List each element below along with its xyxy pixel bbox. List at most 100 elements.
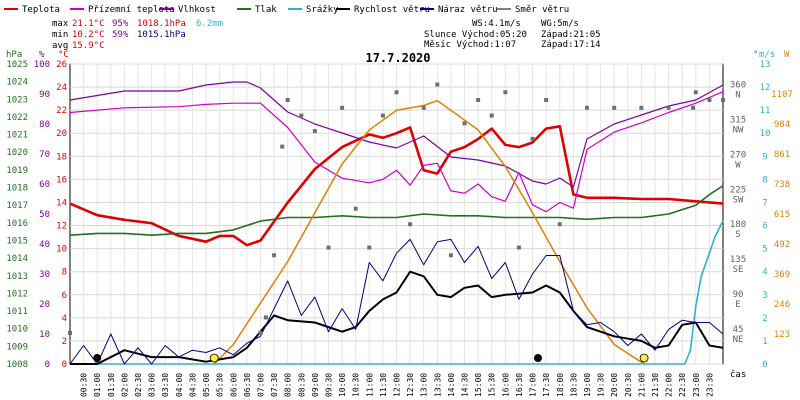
sun-rise: Slunce Východ:05:20: [424, 30, 527, 40]
tick-label-rad: 123: [774, 330, 790, 340]
tick-label-x: 23:30: [705, 373, 714, 397]
stats-block: max min avg 21.1°C 10.2°C 15.9°C 95% 59%…: [52, 19, 223, 51]
tick-label-press: 1014: [6, 254, 28, 264]
moonset-marker: [533, 354, 542, 362]
tick-label-rad: 1107: [771, 90, 793, 100]
axis-unit-pct: %: [39, 50, 45, 60]
tick-label-x: 12:00: [393, 373, 402, 397]
tick-label-ms: 4: [762, 268, 767, 278]
series-line-tlak: [69, 185, 724, 236]
tick-label-x: 21:00: [637, 373, 646, 397]
tick-label-ms: 2: [762, 314, 767, 324]
tick-label-x: 02:30: [134, 373, 143, 397]
tick-label-x: 18:30: [569, 373, 578, 397]
tick-label-temp: 20: [56, 129, 67, 139]
stat-rain-max: 6.2mm: [196, 19, 223, 29]
moon-set: Západ:17:14: [541, 40, 601, 50]
tick-label-dir: 90: [733, 290, 744, 300]
tick-label-pct: 80: [39, 120, 50, 130]
tick-label-pct: 0: [45, 360, 50, 370]
axis-unit-deg: °: [753, 50, 758, 60]
wind-dir-point: [340, 105, 345, 110]
wind-dir-point: [394, 90, 399, 95]
tick-label-x: 01:30: [107, 373, 116, 397]
tick-label-pct: 10: [39, 330, 50, 340]
tick-label-x: 04:00: [175, 373, 184, 397]
tick-label-x: 17:00: [529, 373, 538, 397]
tick-label-press: 1012: [6, 289, 28, 299]
tick-label-pct: 60: [39, 180, 50, 190]
tick-label-temp: 12: [56, 222, 67, 232]
stat-label-min: min: [52, 30, 68, 40]
tick-label-x: 03:30: [161, 373, 170, 397]
tick-label-temp: 4: [62, 314, 67, 324]
tick-label-ms: 5: [762, 245, 767, 255]
tick-label-ms: 13: [760, 60, 771, 70]
tick-label-dir: 135: [730, 255, 746, 265]
tick-label-x: 14:30: [461, 373, 470, 397]
legend-label: Náraz větru: [438, 5, 498, 15]
wind-dir-point: [476, 98, 481, 103]
tick-label-rad: 492: [774, 240, 790, 250]
tick-label-x: 08:30: [297, 373, 306, 397]
tick-label-x: 19:00: [583, 373, 592, 397]
tick-label-dir-name: SW: [733, 195, 744, 205]
tick-label-x: 17:30: [542, 373, 551, 397]
tick-label-dir-name: SE: [733, 265, 744, 275]
tick-label-pct: 70: [39, 150, 50, 160]
tick-label-ms: 12: [760, 83, 771, 93]
wind-dir-point: [408, 222, 413, 227]
wind-dir-point: [721, 98, 725, 103]
tick-label-x: 05:00: [202, 373, 211, 397]
tick-label-press: 1017: [6, 201, 28, 211]
stat-temp-min: 10.2°C: [72, 30, 105, 40]
tick-label-press: 1023: [6, 95, 28, 105]
tick-label-dir-name: W: [735, 160, 741, 170]
wind-dir-point: [367, 245, 372, 250]
tick-label-dir: 225: [730, 185, 746, 195]
wind-wg: WG:5m/s: [541, 19, 579, 29]
tick-label-x: 08:00: [284, 373, 293, 397]
x-axis-label: čas: [730, 369, 746, 380]
axis-unit-hpa: hPa: [6, 50, 22, 60]
wind-dir-point: [530, 136, 535, 141]
tick-label-x: 22:00: [665, 373, 674, 397]
tick-label-temp: 18: [56, 152, 67, 162]
axis-unit-degc: °C: [58, 50, 69, 60]
series-line-rychlost-v-tru: [70, 270, 724, 365]
tick-label-x: 21:30: [651, 373, 660, 397]
legend: Teplota Přízemní teplota Vlhkost Tlak Srážky…: [4, 5, 569, 15]
stat-hum-min: 59%: [112, 30, 129, 40]
tick-label-press: 1018: [6, 184, 28, 194]
wind-dir-point: [421, 105, 426, 110]
tick-label-x: 14:00: [447, 373, 456, 397]
tick-label-press: 1022: [6, 113, 28, 123]
tick-label-press: 1020: [6, 148, 28, 158]
tick-label-x: 05:30: [216, 373, 225, 397]
sun-set: Západ:21:05: [541, 30, 601, 40]
tick-label-x: 02:00: [120, 373, 129, 397]
wind-dir-point: [312, 129, 317, 134]
grid: [69, 63, 724, 365]
tick-label-pct: 100: [34, 60, 50, 70]
tick-label-ms: 9: [762, 152, 767, 162]
stat-label-avg: avg: [52, 41, 68, 51]
tick-label-x: 09:30: [324, 373, 333, 397]
tick-label-dir: 360: [730, 80, 746, 90]
tick-label-x: 12:30: [406, 373, 415, 397]
tick-label-pct: 20: [39, 300, 50, 310]
tick-label-ms: 10: [760, 129, 771, 139]
tick-label-rad: 984: [774, 120, 790, 130]
wind-dir-point: [380, 113, 385, 118]
tick-label-ms: 3: [762, 291, 767, 301]
wind-dir-point: [462, 121, 467, 126]
tick-label-x: 15:00: [474, 373, 483, 397]
tick-label-ms: 0: [762, 360, 767, 370]
tick-label-x: 19:30: [597, 373, 606, 397]
series-line-slune-n-z-en-: [213, 99, 645, 365]
tick-label-temp: 10: [56, 245, 67, 255]
tick-label-ms: 6: [762, 222, 767, 232]
tick-label-ms: 1: [762, 337, 767, 347]
tick-label-x: 00:30: [80, 373, 89, 397]
